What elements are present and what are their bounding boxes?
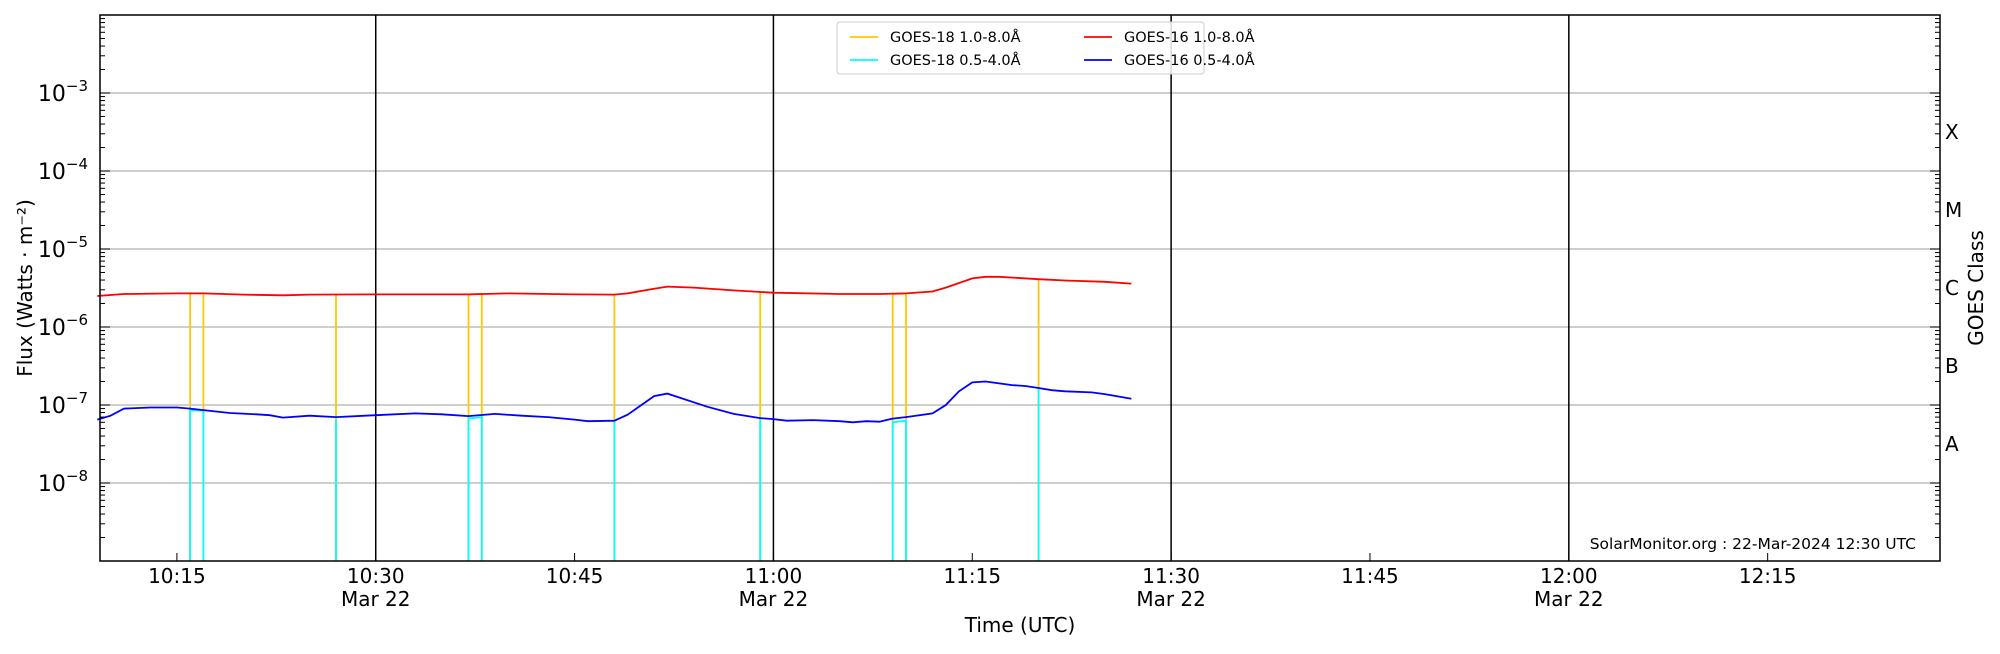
goes-class-labels: X M C B A <box>1945 120 1962 456</box>
x-tick-label: 10:30 <box>347 564 405 588</box>
x-tick-label: 11:45 <box>1341 564 1399 588</box>
legend-label: GOES-16 1.0-8.0Å <box>1124 29 1255 46</box>
y-tick-label: 10−8 <box>38 467 88 497</box>
x-tick-label: 11:15 <box>943 564 1001 588</box>
day-vertical-lines <box>374 15 1570 561</box>
goes-class-X: X <box>1945 120 1959 144</box>
goes-class-C: C <box>1945 276 1959 300</box>
legend-label: GOES-16 0.5-4.0Å <box>1124 52 1255 69</box>
series-goes-18-0-5-4-0--point <box>189 409 191 412</box>
series-goes-18-0-5-4-0--point <box>480 416 483 418</box>
y-tick-label: 10−6 <box>38 311 88 341</box>
x-tick-label: 10:45 <box>546 564 604 588</box>
goes-class-M: M <box>1945 198 1962 222</box>
plot-frame <box>99 14 1941 562</box>
x-tick-sublabel: Mar 22 <box>739 587 809 611</box>
x-tick-label: 11:30 <box>1142 564 1200 588</box>
series-goes-18-0-5-4-0--point <box>905 419 907 422</box>
x-tick-sublabel: Mar 22 <box>1534 587 1604 611</box>
series-goes-18-0-5-4-0--point <box>467 417 470 420</box>
x-tick-label: 11:00 <box>745 564 803 588</box>
legend-box <box>836 21 1205 75</box>
y-tick-labels: 10−3 10−4 10−5 10−6 10−7 10−8 <box>38 77 88 497</box>
x-tick-sublabel: Mar 22 <box>1136 587 1206 611</box>
x-tick-sublabel: Mar 22 <box>341 587 411 611</box>
x-tick-label: 12:00 <box>1540 564 1598 588</box>
grid-lines <box>100 92 1940 484</box>
goes-class-A: A <box>1945 432 1959 456</box>
y-axis-label: Flux (Watts · m⁻²) <box>13 199 37 377</box>
series-goes-16-0-5-4-0- <box>97 380 1132 424</box>
series-goes-18-0-5-4-0--point <box>335 418 337 421</box>
legend-label: GOES-18 0.5-4.0Å <box>890 52 1021 69</box>
series-goes-18-0-5-4-0- <box>189 388 1040 561</box>
legend: GOES-18 1.0-8.0Å GOES-16 1.0-8.0Å GOES-18 … <box>836 21 1255 75</box>
x-tick-label: 10:15 <box>148 564 206 588</box>
axis-ticks <box>100 18 1940 562</box>
y-tick-label: 10−4 <box>38 155 88 185</box>
legend-label: GOES-18 1.0-8.0Å <box>890 29 1021 46</box>
annotation: SolarMonitor.org : 22-Mar-2024 12:30 UTC <box>1590 535 1916 553</box>
data-series <box>97 275 1132 561</box>
series-goes-18-0-5-4-0--point <box>891 421 894 424</box>
series-goes-16-1-0-8-0- <box>97 275 1132 297</box>
right-axis-label: GOES Class <box>1964 230 1988 346</box>
y-tick-label: 10−5 <box>38 233 88 263</box>
goes-class-B: B <box>1945 354 1959 378</box>
x-axis-label: Time (UTC) <box>964 613 1076 637</box>
y-tick-label: 10−7 <box>38 389 88 419</box>
x-tick-label: 12:15 <box>1739 564 1797 588</box>
y-tick-label: 10−3 <box>38 77 88 107</box>
